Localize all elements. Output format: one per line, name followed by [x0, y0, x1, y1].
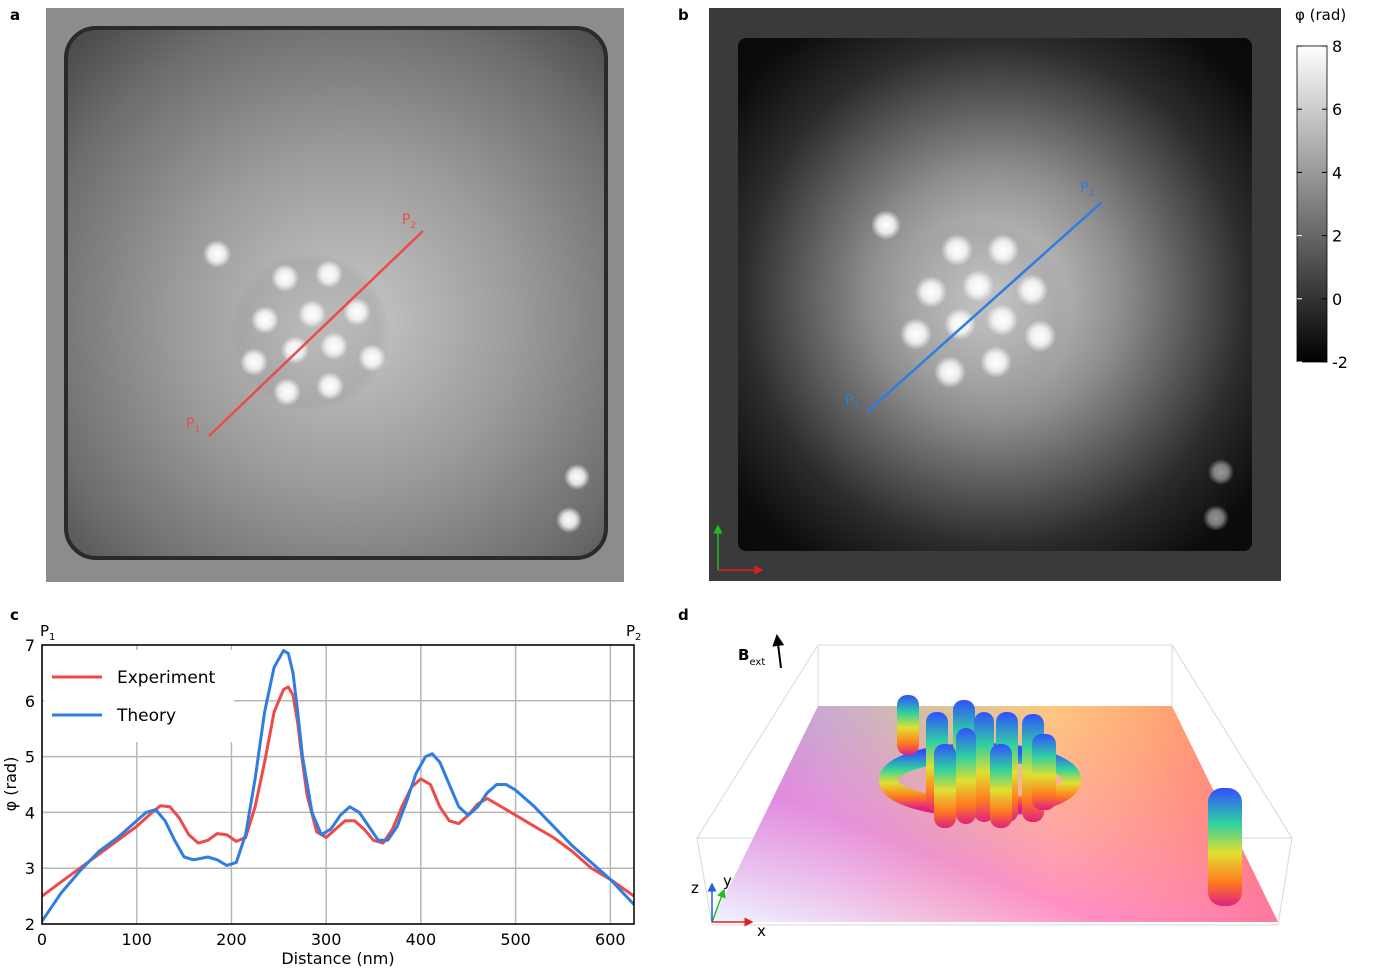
panel-d: Bext x y z [691, 634, 1293, 940]
x-tick-label: 500 [500, 930, 531, 949]
x-tick-label: 200 [216, 930, 247, 949]
colorbar-tick-label: 0 [1332, 290, 1342, 309]
chart-x-ticks: 0 100 200 300 400 500 600 [37, 930, 626, 949]
x-tick-label: 400 [406, 930, 437, 949]
chart-x-axis-label: Distance (nm) [281, 949, 394, 968]
chart-p1-label: P1 [40, 622, 55, 643]
panel-a-skyrmions [203, 240, 590, 533]
panel-b-p2-label: P2 [1080, 180, 1094, 199]
colorbar-tick-label: 4 [1332, 163, 1342, 182]
x-tick-label: 100 [121, 930, 152, 949]
chart-y-ticks: 2 3 4 5 6 7 [25, 636, 35, 934]
colorbar-gradient [1296, 45, 1328, 363]
panel-d-box-edge [1277, 837, 1293, 926]
y-tick-label: 5 [25, 748, 35, 767]
panel-d-box-edge [696, 837, 713, 926]
panel-b-profile-line [866, 201, 1103, 413]
panel-a-p1-label: P1 [186, 416, 200, 435]
colorbar-label: φ (rad) [1295, 6, 1346, 24]
colorbar-tick-label: 8 [1332, 37, 1342, 56]
panel-d-isolated-tube [1208, 788, 1242, 906]
panel-a-p2-label: P2 [402, 212, 416, 231]
panel-a-letter: a [10, 6, 21, 24]
colorbar-ticks: 8 6 4 2 0 -2 [1297, 37, 1348, 372]
chart-plot-frame [41, 644, 635, 925]
panel-d-z-label: z [691, 879, 699, 897]
y-tick-label: 6 [25, 692, 35, 711]
chart-y-axis-label: φ (rad) [1, 757, 20, 812]
x-tick-label: 600 [595, 930, 626, 949]
x-tick-label: 0 [37, 930, 47, 949]
panel-c-letter: c [10, 606, 19, 624]
panel-b-p1-label: P1 [845, 393, 859, 412]
colorbar-tick-label: -2 [1332, 353, 1348, 372]
panel-d-y-label: y [723, 872, 732, 890]
panel-b-skyrmions [871, 210, 1234, 531]
y-tick-label: 3 [25, 859, 35, 878]
panel-c-chart: 0 100 200 300 400 500 600 2 3 4 5 6 7 Distance (nm)… [1, 622, 641, 968]
panel-a: P1 P2 [46, 8, 624, 582]
panel-a-profile-line [208, 230, 424, 437]
y-tick-label: 7 [25, 636, 35, 655]
panel-d-field-arrow [772, 634, 785, 669]
legend-label-experiment: Experiment [117, 668, 216, 688]
x-tick-label: 300 [311, 930, 342, 949]
colorbar: φ (rad) 8 6 4 2 0 -2 [1295, 6, 1348, 372]
panel-d-letter: d [678, 606, 689, 624]
panel-b-letter: b [678, 6, 689, 24]
colorbar-tick-label: 6 [1332, 100, 1342, 119]
legend-box [44, 650, 234, 742]
chart-p2-label: P2 [626, 622, 641, 643]
panel-d-skyrmion-tubes [879, 695, 1242, 906]
colorbar-tick-label: 2 [1332, 227, 1342, 246]
panel-d-x-label: x [757, 922, 766, 940]
y-tick-label: 4 [25, 803, 35, 822]
panel-b: P1 P2 [709, 8, 1281, 581]
y-tick-label: 2 [25, 915, 35, 934]
panel-d-field-label: Bext [738, 646, 765, 668]
legend-label-theory: Theory [116, 706, 176, 726]
series-line-theory [42, 649, 634, 923]
panel-a-skyrmion-bag [230, 252, 390, 412]
panel-d-y-arrow [711, 888, 726, 923]
chart-legend: Experiment Theory [44, 650, 234, 742]
